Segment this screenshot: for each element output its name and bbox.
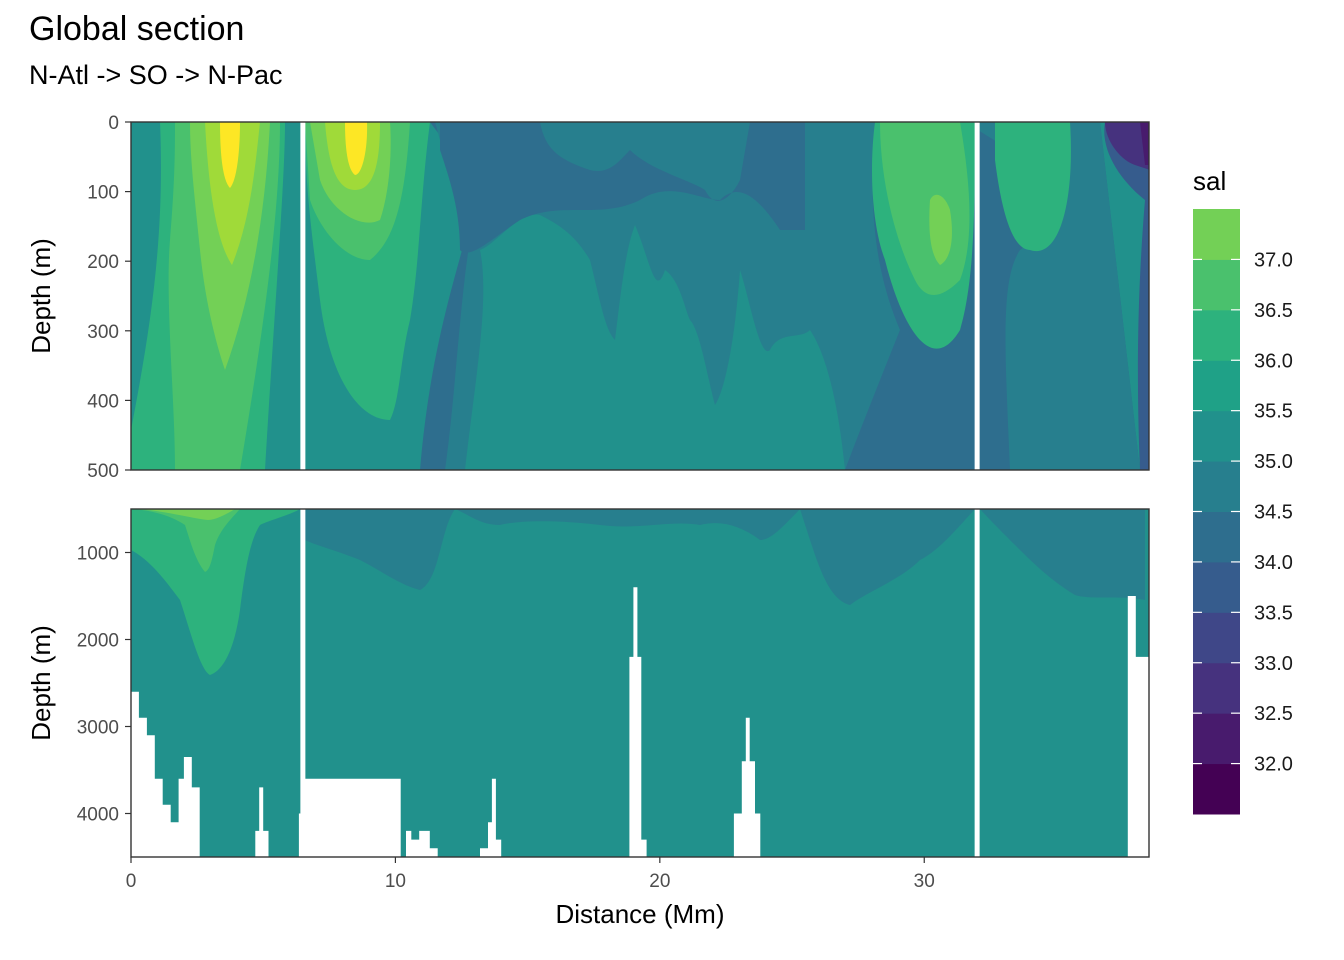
chart-subtitle: N-Atl -> SO -> N-Pac (29, 60, 283, 90)
upper-fill-35-0-farright (995, 122, 1071, 252)
legend-swatch (1193, 713, 1240, 765)
legend-colorbar (1193, 209, 1240, 815)
upper-fill-36-5-left (205, 122, 260, 265)
legend-tick-label: 33.5 (1254, 602, 1293, 624)
legend-swatch (1193, 561, 1240, 613)
legend-swatch (1193, 461, 1240, 512)
legend-title: sal (1193, 166, 1226, 196)
legend-swatch (1193, 763, 1240, 815)
lower-y-axis-title: Depth (m) (26, 625, 56, 741)
lower-y-tick-label: 3000 (77, 718, 119, 739)
lower-fill-34-0-center (455, 509, 800, 540)
lower-fill-34-0-farright (980, 509, 1145, 600)
lower-fill-36-0-left (140, 509, 235, 520)
upper-fill-34-5-intrusion (465, 214, 845, 470)
upper-station-gaps (300, 122, 980, 470)
legend: sal 32.0 32.5 33.0 33.5 34.0 34.5 35.0 35.5 36.0… (1193, 166, 1293, 815)
x-tick-label: 0 (126, 871, 137, 892)
lower-y-tick-label: 2000 (77, 631, 119, 652)
legend-swatch (1193, 209, 1240, 260)
legend-swatch (1193, 612, 1240, 664)
legend-tick-label: 36.0 (1254, 350, 1293, 372)
lower-fill-34-0-right (800, 509, 975, 605)
lower-station-gap (300, 509, 306, 857)
legend-tick-label: 34.5 (1254, 502, 1293, 524)
legend-tick-label: 32.0 (1254, 754, 1293, 776)
lower-y-tick-label: 1000 (77, 544, 119, 565)
upper-y-tick-label: 100 (87, 183, 119, 204)
x-axis-title: Distance (Mm) (555, 899, 724, 929)
lower-y-axis: 1000 2000 3000 4000 (77, 544, 131, 826)
legend-labels: 32.0 32.5 33.0 33.5 34.0 34.5 35.0 35.5 36.0 36.5… (1193, 249, 1293, 776)
lower-station-gap (974, 509, 980, 857)
upper-y-tick-label: 300 (87, 322, 119, 343)
x-tick-label: 20 (649, 871, 670, 892)
legend-tick-label: 33.0 (1254, 653, 1293, 675)
legend-swatch (1193, 511, 1240, 563)
legend-swatch (1193, 410, 1240, 462)
upper-panel-border (130, 121, 1150, 471)
upper-y-tick-label: 0 (108, 113, 119, 134)
lower-fill-35-5-left (131, 509, 240, 572)
upper-y-tick-label: 400 (87, 391, 119, 412)
upper-fill-33-5 (440, 122, 805, 253)
lower-y-tick-label: 4000 (77, 805, 119, 826)
x-axis: 0 10 20 30 (126, 857, 935, 892)
legend-swatch (1193, 259, 1240, 311)
lower-fill-35-0-left (131, 509, 300, 675)
upper-fill-37-0-mid (345, 122, 368, 175)
legend-tick-label: 36.5 (1254, 300, 1293, 322)
upper-y-axis-title: Depth (m) (26, 238, 56, 354)
upper-station-gap (974, 122, 980, 470)
lower-panel: 1000 2000 3000 4000 Depth (m) (26, 508, 1150, 858)
upper-fill-32-5 (1105, 122, 1149, 170)
upper-fill-32-0 (1140, 122, 1149, 165)
upper-panel: 0 100 200 300 400 500 Depth (m) (26, 113, 1150, 482)
upper-y-tick-label: 200 (87, 252, 119, 273)
upper-contour-fills (131, 122, 1149, 470)
legend-swatch (1193, 360, 1240, 412)
x-tick-label: 30 (914, 871, 935, 892)
x-tick-label: 10 (385, 871, 406, 892)
upper-y-tick-label: 500 (87, 461, 119, 482)
upper-station-gap (300, 122, 306, 470)
upper-fill-36-0-right (929, 194, 952, 265)
legend-tick-label: 35.0 (1254, 451, 1293, 473)
bathymetry-mask (131, 587, 1149, 857)
upper-y-axis: 0 100 200 300 400 500 (87, 113, 131, 482)
legend-tick-label: 32.5 (1254, 703, 1293, 725)
legend-tick-label: 34.0 (1254, 552, 1293, 574)
legend-tick-label: 37.0 (1254, 249, 1293, 271)
lower-contour-fills (131, 509, 1145, 675)
chart-title: Global section (29, 10, 244, 48)
lower-panel-border (130, 508, 1150, 858)
legend-swatch (1193, 662, 1240, 714)
legend-swatch (1193, 309, 1240, 361)
legend-tick-label: 35.5 (1254, 401, 1293, 423)
lower-fill-34-0-mid (305, 509, 455, 590)
upper-fill-37-0-left (220, 122, 240, 188)
lower-station-gaps (300, 509, 980, 857)
